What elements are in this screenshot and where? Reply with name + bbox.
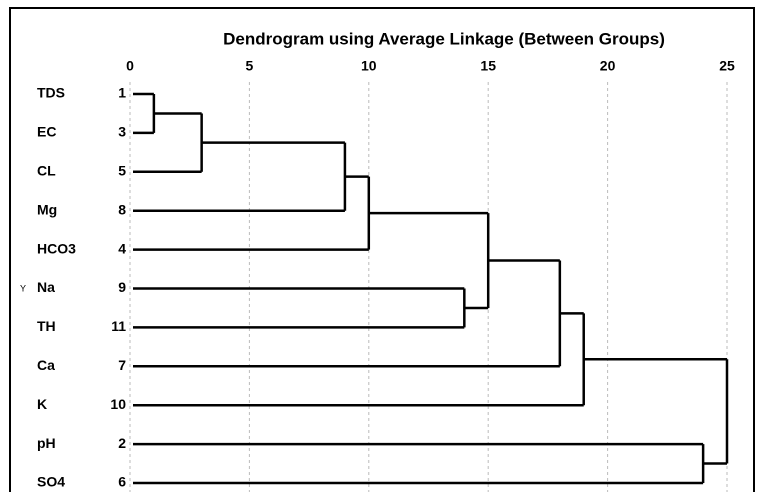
x-tick-label: 25 (719, 58, 735, 74)
leaf-label: K (37, 396, 47, 412)
frame (9, 7, 755, 492)
leaf-label: EC (37, 124, 56, 140)
chart-title: Dendrogram using Average Linkage (Betwee… (223, 29, 665, 48)
leaf-label: pH (37, 435, 56, 451)
leaf-id: 4 (118, 240, 126, 256)
x-tick-label: 5 (246, 58, 254, 74)
leaf-label: TH (37, 318, 56, 334)
leaf-label: TDS (37, 85, 65, 101)
leaf-label: Ca (37, 357, 55, 373)
leaf-id: 9 (118, 279, 126, 295)
leaf-id: 10 (110, 396, 126, 412)
leaf-label: Na (37, 279, 55, 295)
x-tick-label: 10 (361, 58, 377, 74)
x-tick-label: 0 (126, 58, 134, 74)
leaf-label: SO4 (37, 474, 65, 490)
leaf-label: CL (37, 163, 56, 179)
leaf-label: Mg (37, 201, 57, 217)
x-tick-label: 15 (480, 58, 496, 74)
leaf-id: 1 (118, 85, 126, 101)
leaf-label: HCO3 (37, 240, 76, 256)
x-tick-label: 20 (600, 58, 616, 74)
leaf-id: 6 (118, 474, 126, 490)
leaf-id: 3 (118, 124, 126, 140)
leaf-id: 8 (118, 201, 126, 217)
leaf-id: 7 (118, 357, 126, 373)
leaf-id: 11 (111, 318, 126, 334)
leaf-id: 2 (118, 435, 126, 451)
leaf-id: 5 (118, 163, 126, 179)
y-marker: Y (20, 283, 26, 293)
